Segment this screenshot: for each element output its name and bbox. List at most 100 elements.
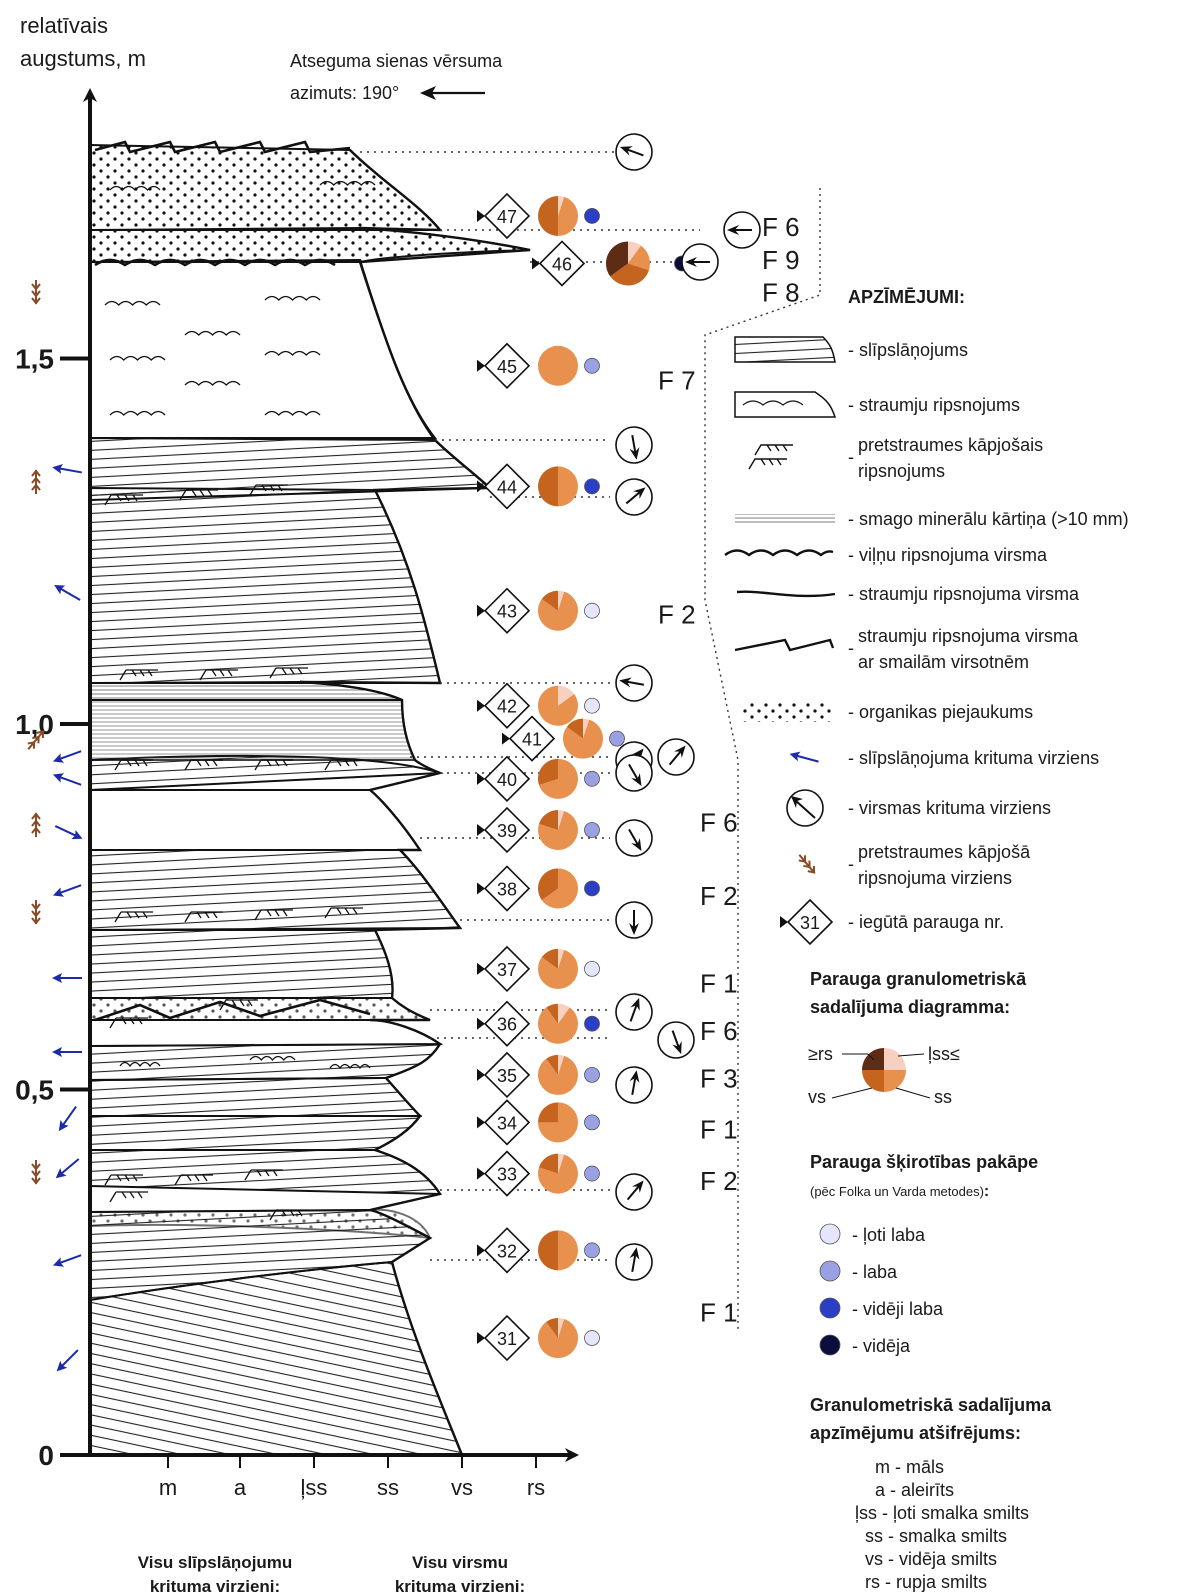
sorting-dot (584, 1015, 600, 1032)
facies-label: F 1 (700, 1115, 738, 1145)
sharp-crest-surface-icon (734, 638, 835, 652)
y-axis-title: relatīvais augstums, m (20, 13, 146, 71)
legend-item-heavy-minerals: - smago minerālu kārtiņa (>10 mm) (735, 509, 1129, 529)
legend-text: - straumju ripsnojums (848, 395, 1020, 415)
climbing-ripple-mark (184, 759, 223, 771)
granulometry-item: m - māls (875, 1457, 944, 1477)
cross-bed-dip-arrow-icon (54, 825, 83, 840)
legend-item-wave-surface: - viļņu ripsnojuma virsma (724, 545, 1048, 565)
y-tick-label: 1,5 (15, 344, 54, 375)
pie-wedge (538, 1055, 579, 1095)
svg-text:(pēc Folka un Varda metodes):: (pēc Folka un Varda metodes): (810, 1183, 989, 1200)
legend-item-current-ripple: - straumju ripsnojums (734, 391, 1020, 418)
sorting-dot (584, 697, 600, 714)
legend-title: APZĪMĒJUMI: (848, 287, 965, 307)
legend-text: - straumju ripsnojuma virsma (848, 584, 1080, 604)
sample-number: 32 (497, 1241, 517, 1261)
pie-wedge (541, 590, 558, 611)
sample-number-diamond: 31 (477, 1314, 531, 1362)
legend-text: ripsnojuma virziens (858, 868, 1012, 888)
pie-wedge (884, 1070, 906, 1092)
sample-38: 38 (477, 865, 600, 912)
pie-wedge (538, 1154, 579, 1194)
climbing-ripple-mark (219, 999, 258, 1011)
cross-bed-dip-arrow-icon (54, 585, 81, 601)
climbing-ripple-direction-icon (31, 469, 41, 494)
sample-number: 31 (800, 913, 820, 933)
legend-item-current-surface: - straumju ripsnojuma virsma (736, 584, 1080, 604)
sample-number: 40 (497, 770, 517, 790)
y-tick-label: 0 (38, 1440, 54, 1471)
pie-wedge (558, 1003, 570, 1024)
pie-wedge (537, 1319, 578, 1359)
ripple-mark (109, 355, 166, 361)
legend-text: straumju ripsnojuma virsma (858, 626, 1079, 646)
x-tick-label: m (159, 1475, 177, 1500)
pie-wedge (546, 1003, 558, 1024)
sample-number-diamond: 46 (532, 240, 586, 287)
wave-surface (94, 258, 336, 267)
cross-bed-dip-arrow-icon (56, 1349, 79, 1372)
layer-3 (89, 1149, 442, 1196)
sorting-dot (584, 770, 600, 787)
pie-wedge (862, 1070, 884, 1092)
surface-dip-direction-icon (615, 1173, 653, 1211)
organics-icon (740, 702, 832, 722)
pie-wedge (538, 949, 578, 989)
legend: APZĪMĒJUMI: - slīpslāņojums - straumju ri… (724, 287, 1129, 946)
wave-surface-icon (724, 549, 834, 557)
pie-wedge (541, 948, 558, 969)
climbing-ripple-mark (109, 1191, 148, 1203)
sample-31: 31 (477, 1314, 600, 1362)
pie-wedge (558, 1318, 565, 1339)
sample-44: 44 (477, 463, 600, 510)
sample-number: 43 (497, 602, 517, 622)
climbing-ripple-mark (119, 669, 158, 681)
sorting-dot (584, 822, 600, 838)
pie-wedge (538, 1230, 558, 1271)
pie-wedge (605, 241, 628, 277)
ripple-mark (264, 410, 321, 416)
sample-number: 35 (497, 1066, 517, 1086)
sample-number: 45 (497, 357, 517, 377)
surface-dip-direction-icon (681, 243, 719, 281)
svg-text:-: - (848, 638, 854, 658)
surface-dip-direction-icon (615, 1243, 653, 1281)
sorting-dot (609, 730, 625, 747)
pie-wedge (538, 810, 578, 850)
azimuth-arrow-icon (420, 86, 485, 100)
sample-40: 40 (477, 755, 600, 802)
sorting-dot (584, 1066, 600, 1083)
surface-dip-direction-icon (615, 478, 653, 516)
cross-bedding-icon (734, 336, 836, 363)
cross-bed-dip-arrow-icon (52, 1254, 82, 1267)
x-ticks: m a ļss ss vs rs (159, 1455, 545, 1500)
pie-wedge (538, 809, 558, 830)
svg-text:Atseguma sienas vērsuma: Atseguma sienas vērsuma (290, 51, 503, 71)
pie-wedge (538, 868, 558, 901)
pie-wedge (884, 1048, 906, 1070)
climbing-ripple-mark (174, 1174, 213, 1186)
sample-number-diamond: 47 (477, 192, 531, 240)
legend-text: - virsmas krituma virziens (848, 798, 1051, 818)
facies-labels: F 6F 9F 8F 7F 2F 6F 2F 1F 6F 3F 1F 2F 1 (658, 188, 821, 1330)
sorting-swatch (819, 1223, 841, 1245)
sorting-swatch (819, 1260, 841, 1282)
sorting-dot (584, 1165, 600, 1182)
sample-number-diamond: 43 (477, 587, 531, 634)
sample-number-diamond: 39 (477, 806, 531, 854)
sample-number: 34 (497, 1113, 517, 1133)
sample-34: 34 (477, 1099, 600, 1146)
svg-text:krituma virzieni:: krituma virzieni: (150, 1577, 280, 1595)
surface-dip-direction-icon (657, 1021, 695, 1059)
legend-text: pretstraumes kāpjošā (858, 842, 1031, 862)
left-direction-arrows (27, 280, 83, 1372)
svg-text:Parauga šķirotības pakāpe: Parauga šķirotības pakāpe (810, 1152, 1038, 1172)
facies-label: F 6 (700, 808, 738, 838)
climbing-ripple-mark (114, 759, 153, 771)
layer-18 (89, 226, 531, 263)
sample-41: 41 (502, 715, 625, 762)
x-tick-label: rs (527, 1475, 545, 1500)
sample-number: 44 (497, 477, 517, 497)
layer-19 (89, 143, 443, 231)
